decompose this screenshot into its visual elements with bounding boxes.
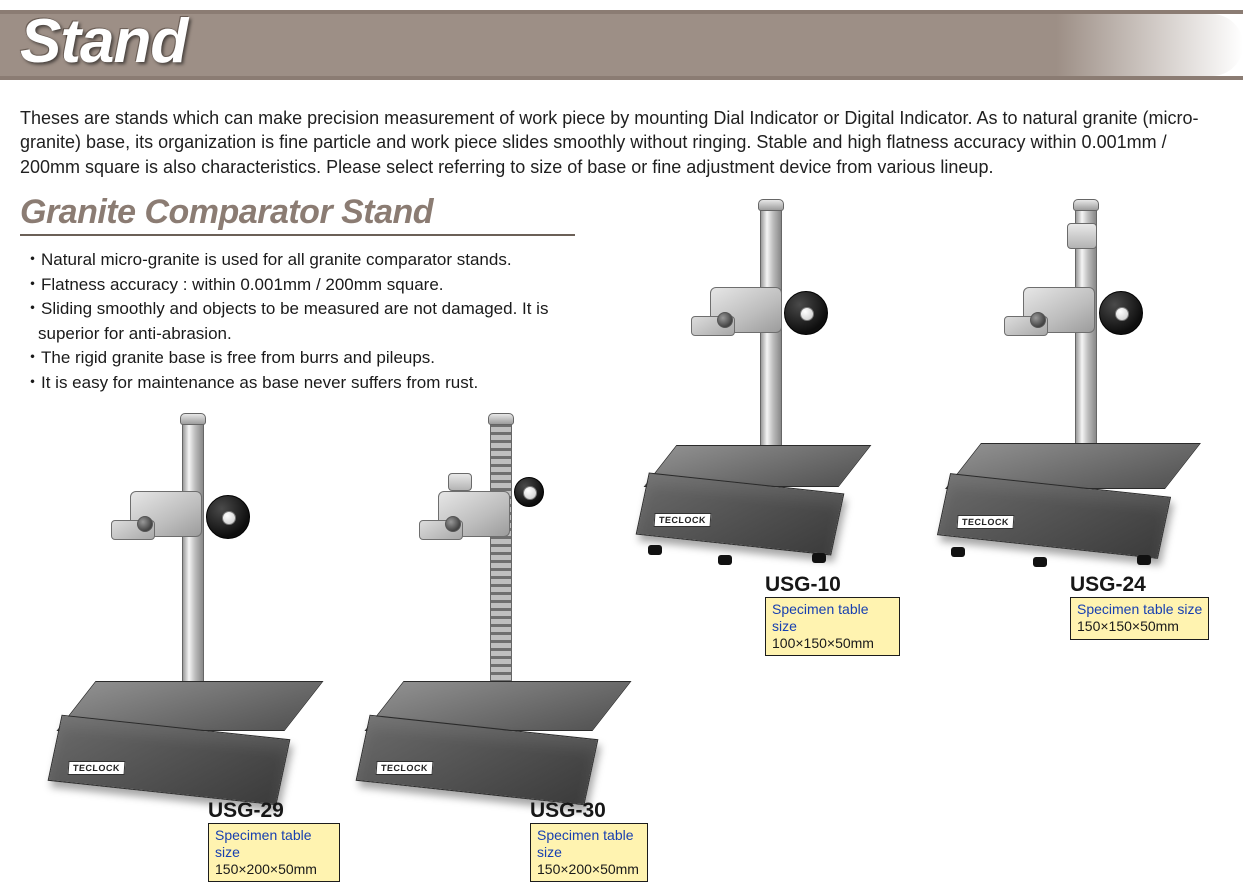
adjust-knob [206, 495, 250, 539]
model-label: USG-10 [765, 573, 841, 597]
adjust-knob [514, 477, 544, 507]
bracket-bore [717, 312, 733, 328]
brand-badge: TECLOCK [68, 761, 126, 775]
stand-illustration: TECLOCK [905, 195, 1225, 555]
spec-value: 150×200×50mm [215, 861, 333, 878]
mount-bracket [710, 287, 782, 333]
model-label: USG-24 [1070, 573, 1146, 597]
brand-badge: TECLOCK [376, 761, 434, 775]
adjust-knob [1099, 291, 1143, 335]
brand-badge: TECLOCK [957, 515, 1015, 529]
column-cap [758, 199, 784, 211]
fine-adjustment [448, 473, 472, 491]
bracket-bore [1030, 312, 1046, 328]
base-foot [648, 545, 662, 555]
spec-box: Specimen table size 150×200×50mm [530, 823, 648, 882]
model-label: USG-30 [530, 799, 606, 823]
spec-header: Specimen table size [537, 827, 641, 861]
base-foot [718, 555, 732, 565]
spec-value: 150×200×50mm [537, 861, 641, 878]
banner-stripe [0, 76, 1243, 80]
stand-illustration: TECLOCK [338, 413, 648, 793]
adjust-knob [784, 291, 828, 335]
page-title: Stand [20, 6, 187, 77]
fine-adjustment [1067, 223, 1097, 249]
mount-bracket [1023, 287, 1095, 333]
base-foot [1033, 557, 1047, 567]
base-foot [1137, 555, 1151, 565]
product-gallery: TECLOCK USG-10 Specimen table size 100×1… [0, 195, 1243, 855]
column-cap [1073, 199, 1099, 211]
spec-box: Specimen table size 150×150×50mm [1070, 597, 1209, 640]
stand-column-threaded [490, 419, 512, 689]
mount-bracket [438, 491, 510, 537]
spec-value: 150×150×50mm [1077, 618, 1202, 635]
mount-bracket [130, 491, 202, 537]
title-banner: Stand [0, 0, 1243, 90]
spec-value: 100×150×50mm [772, 635, 893, 652]
bracket-bore [445, 516, 461, 532]
base-foot [951, 547, 965, 557]
bracket-bore [137, 516, 153, 532]
product-usg-30: TECLOCK USG-30 Specimen table size 150×2… [338, 413, 648, 853]
stand-column [182, 419, 204, 689]
column-cap [180, 413, 206, 425]
intro-paragraph: Theses are stands which can make precisi… [0, 90, 1243, 189]
brand-badge: TECLOCK [654, 513, 712, 527]
spec-box: Specimen table size 150×200×50mm [208, 823, 340, 882]
spec-box: Specimen table size 100×150×50mm [765, 597, 900, 656]
spec-header: Specimen table size [1077, 601, 1202, 618]
stand-illustration: TECLOCK [30, 413, 340, 793]
product-usg-24: TECLOCK USG-24 Specimen table size 150×1… [905, 195, 1225, 615]
spec-header: Specimen table size [215, 827, 333, 861]
column-cap [488, 413, 514, 425]
base-foot [812, 553, 826, 563]
spec-header: Specimen table size [772, 601, 893, 635]
model-label: USG-29 [208, 799, 284, 823]
product-usg-29: TECLOCK USG-29 Specimen table size 150×2… [30, 413, 340, 853]
